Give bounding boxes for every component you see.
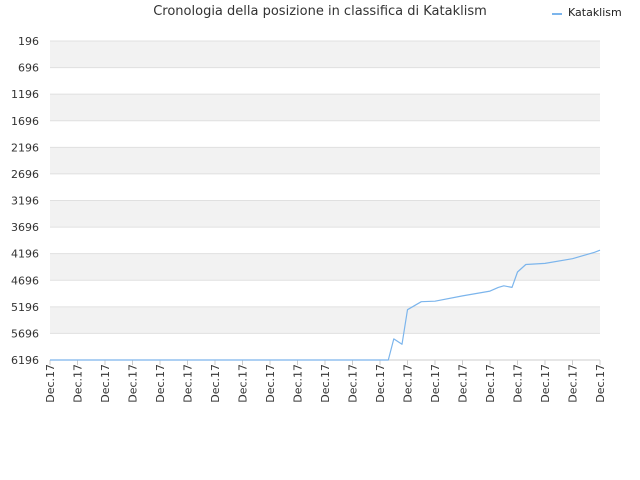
x-tick-label: Dec.17: [182, 364, 195, 403]
y-tick-label: 1196: [11, 88, 39, 101]
x-tick-label: Dec.17: [539, 364, 552, 403]
y-tick-label: 696: [18, 62, 39, 75]
y-tick-label: 4696: [11, 274, 39, 287]
grid-band: [50, 333, 600, 360]
legend[interactable]: Kataklism: [552, 6, 622, 19]
y-tick-label: 4196: [11, 248, 39, 261]
y-tick-label: 5196: [11, 301, 39, 314]
y-tick-label: 3696: [11, 221, 39, 234]
y-tick-label: 2696: [11, 168, 39, 181]
x-tick-label: Dec.17: [319, 364, 332, 403]
y-tick-label: 6196: [11, 354, 39, 367]
x-tick-label: Dec.17: [484, 364, 497, 403]
x-tick-label: Dec.17: [457, 364, 470, 403]
grid-band: [50, 280, 600, 307]
x-tick-label: Dec.17: [594, 364, 607, 403]
grid-band: [50, 173, 600, 201]
legend-label-kataklism: Kataklism: [568, 6, 622, 19]
x-tick-label: Dec.17: [127, 364, 140, 403]
y-tick-label: 5696: [11, 327, 39, 340]
x-tick-label: Dec.17: [292, 364, 305, 403]
grid-band: [50, 41, 600, 68]
x-tick-label: Dec.17: [44, 364, 57, 403]
y-tick-label: 196: [18, 35, 39, 48]
x-tick-label: Dec.17: [512, 364, 525, 403]
y-tick-label: 3196: [11, 195, 39, 208]
y-tick-label: 1696: [11, 115, 39, 128]
grid-band: [50, 94, 600, 121]
x-tick-label: Dec.17: [567, 364, 580, 403]
x-tick-label: Dec.17: [347, 364, 360, 403]
series-line-kataklism: [50, 249, 601, 361]
chart-title: Cronologia della posizione in classifica…: [153, 4, 487, 19]
x-tick-label: Dec.17: [72, 364, 85, 403]
grid-band: [50, 200, 600, 228]
grid-band: [50, 147, 600, 174]
x-tick-label: Dec.17: [237, 364, 250, 403]
grid-band: [50, 253, 600, 281]
x-tick-label: Dec.17: [264, 364, 277, 403]
grid-band: [50, 306, 600, 334]
legend-swatch-icon: [552, 12, 562, 15]
x-tick-label: Dec.17: [209, 364, 222, 403]
grid-band: [50, 67, 600, 95]
grid-band: [50, 227, 600, 254]
x-tick-label: Dec.17: [374, 364, 387, 403]
x-tick-label: Dec.17: [99, 364, 112, 403]
x-tick-label: Dec.17: [154, 364, 167, 403]
x-tick-label: Dec.17: [402, 364, 415, 403]
y-tick-label: 2196: [11, 141, 39, 154]
x-tick-label: Dec.17: [429, 364, 442, 403]
grid-band: [50, 120, 600, 148]
